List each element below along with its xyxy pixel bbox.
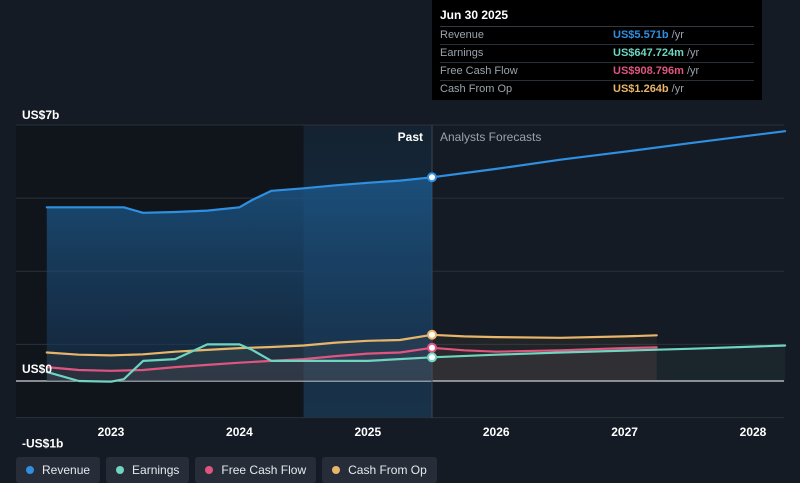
x-tick-label: 2024 [226, 425, 253, 439]
legend-label: Revenue [42, 463, 91, 477]
series-area [46, 334, 657, 381]
series-area [46, 347, 657, 381]
forecast-label: Analysts Forecasts [440, 130, 541, 144]
tooltip-value: US$908.796m [613, 65, 684, 77]
legend-item-cash-from-op[interactable]: Cash From Op [322, 457, 437, 483]
earnings-marker [427, 352, 437, 363]
cash-from-op-marker [427, 329, 437, 340]
x-tick-label: 2025 [354, 425, 381, 439]
earnings-dot-icon [116, 466, 125, 474]
legend-item-earnings[interactable]: Earnings [106, 457, 190, 483]
tooltip-value: US$5.571b [613, 29, 669, 41]
revenue-area [46, 177, 433, 381]
tooltip-value: US$647.724m [613, 47, 684, 59]
revenue-line [45, 130, 787, 214]
x-tick-label: 2027 [611, 425, 638, 439]
earnings-line [45, 343, 787, 383]
tooltip-row-free-cash-flow: Free Cash Flow US$908.796m /yr [440, 63, 754, 81]
tooltip-date: Jun 30 2025 [440, 6, 754, 27]
tooltip-row-earnings: Earnings US$647.724m /yr [440, 45, 754, 63]
legend-label: Earnings [132, 463, 180, 477]
x-tick-label: 2023 [98, 425, 125, 439]
past-label: Past [398, 130, 423, 144]
chart-area: US$7b US$0 -US$1b 2023 2024 2025 2026 2027 2028 P… [16, 108, 787, 451]
tooltip-row-revenue: Revenue US$5.571b /yr [440, 27, 754, 45]
legend-label: Cash From Op [348, 463, 427, 477]
revenue-dot-icon [26, 466, 34, 474]
cash-from-op-dot-icon [332, 466, 341, 474]
x-tick-label: 2026 [483, 425, 510, 439]
legend-item-revenue[interactable]: Revenue [16, 457, 101, 483]
revenue-marker [427, 172, 437, 183]
tooltip-unit: /yr [671, 83, 684, 95]
tooltip-label: Earnings [440, 47, 484, 59]
y-tick-label: US$7b [22, 108, 59, 122]
legend: Revenue Earnings Free Cash Flow Cash Fro… [16, 457, 437, 483]
legend-label: Free Cash Flow [221, 463, 307, 477]
tooltip-unit: /yr [686, 47, 700, 59]
legend-item-free-cash-flow[interactable]: Free Cash Flow [195, 457, 317, 483]
free-cash-flow-dot-icon [205, 466, 214, 474]
tooltip-label: Revenue [440, 29, 485, 41]
series-area [46, 344, 786, 382]
tooltip-value: US$1.264b [613, 83, 669, 95]
x-tick-label: 2028 [740, 425, 767, 439]
tooltip-unit: /yr [671, 29, 684, 41]
cash-from-op-line [45, 333, 658, 357]
y-tick-label: -US$1b [22, 437, 63, 451]
tooltip: Jun 30 2025 Revenue US$5.571b /yr Earnin… [432, 0, 762, 100]
y-tick-label: US$0 [22, 362, 52, 376]
tooltip-label: Cash From Op [440, 83, 513, 95]
free-cash-flow-marker [427, 342, 437, 353]
tooltip-label: Free Cash Flow [440, 65, 518, 77]
free-cash-flow-line [45, 346, 658, 372]
tooltip-row-cash-from-op: Cash From Op US$1.264b /yr [440, 81, 754, 98]
tooltip-unit: /yr [686, 65, 700, 77]
